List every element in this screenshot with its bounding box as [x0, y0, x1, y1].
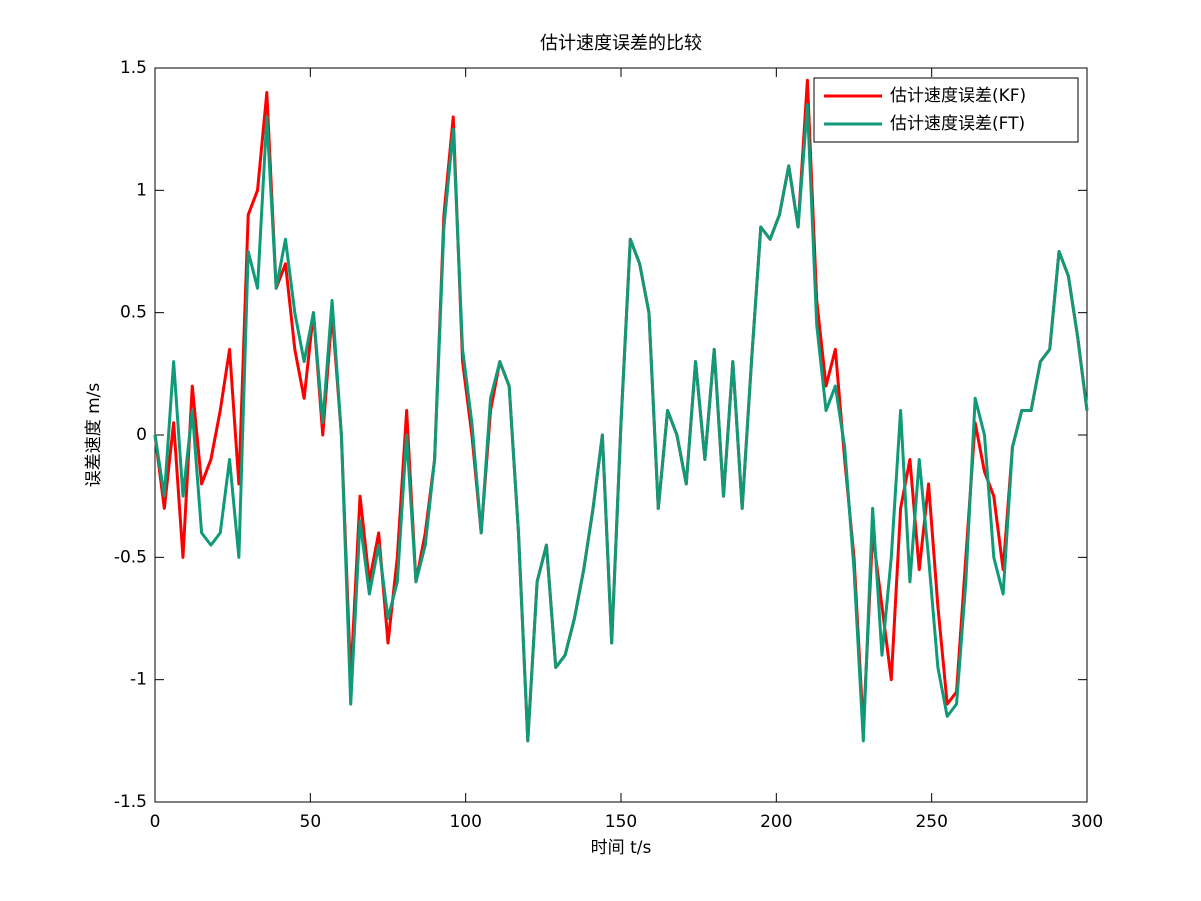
y-tick-label: 0 [136, 425, 147, 445]
legend-box [813, 77, 1079, 143]
legend-label: 估计速度误差(KF) [890, 86, 1026, 106]
y-axis-label: 误差速度 m/s [84, 383, 104, 488]
x-tick-label: 200 [760, 812, 792, 832]
y-tick-label: 1.5 [120, 58, 147, 78]
x-tick-label: 150 [605, 812, 637, 832]
y-tick-label: -1 [130, 670, 147, 690]
x-tick-label: 300 [1071, 812, 1103, 832]
y-tick-label: -1.5 [114, 792, 147, 812]
y-tick-label: 0.5 [120, 303, 147, 323]
x-tick-label: 100 [449, 812, 481, 832]
series-line [153, 103, 1089, 743]
chart-title: 估计速度误差的比较 [540, 33, 702, 54]
x-tick-label: 250 [915, 812, 947, 832]
x-axis-label: 时间 t/s [591, 838, 652, 858]
x-tick-label: 0 [150, 812, 161, 832]
y-tick-label: 1 [136, 180, 147, 200]
x-tick-label: 50 [300, 812, 322, 832]
y-tick-label: -0.5 [114, 547, 147, 567]
legend-label: 估计速度误差(FT) [890, 114, 1025, 134]
